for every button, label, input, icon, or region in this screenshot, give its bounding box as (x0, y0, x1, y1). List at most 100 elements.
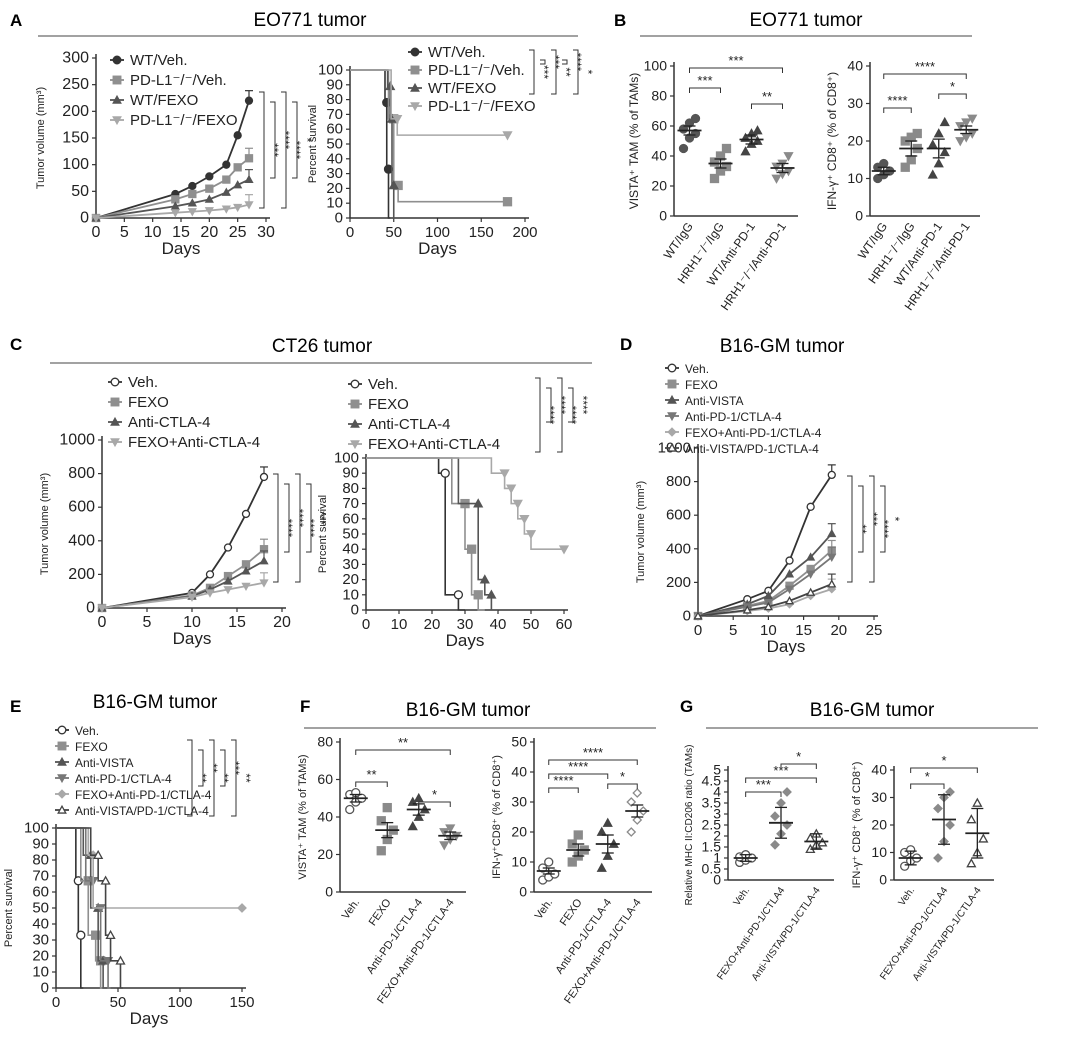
data-point (91, 214, 101, 223)
legend-marker (410, 65, 420, 75)
data-point (345, 804, 355, 815)
y-tick-label: 2 (713, 828, 721, 844)
legend-marker (112, 94, 122, 104)
y-tick-label: 1 (713, 850, 721, 866)
x-axis-label: Days (173, 629, 212, 648)
y-tick-label: 100 (62, 156, 89, 173)
data-point (376, 816, 386, 826)
category-label: FEXO (558, 896, 585, 928)
data-point (806, 552, 816, 561)
y-tick-label: 40 (651, 148, 667, 164)
data-point (763, 591, 774, 600)
y-tick-label: 0 (86, 600, 95, 617)
category-label: FEXO (367, 896, 394, 928)
data-point (376, 846, 386, 856)
data-point (752, 125, 763, 135)
legend-entry: FEXO (685, 378, 718, 392)
significance-label: **** (554, 396, 568, 415)
censor-mark (388, 180, 399, 190)
y-tick-label: 40 (847, 58, 863, 74)
significance-bracket (259, 91, 265, 209)
legend-marker (112, 75, 122, 85)
significance-label: ** (366, 767, 376, 782)
legend-entry: WT/FEXO (428, 80, 496, 97)
y-tick-label: 100 (318, 62, 343, 79)
category-label: Veh. (340, 897, 362, 922)
y-tick-label: 40 (317, 809, 333, 825)
data-point (205, 589, 215, 598)
data-point (945, 787, 955, 797)
y-tick-label: 4 (713, 784, 721, 800)
data-point (602, 850, 613, 860)
panel-letter-g: G (680, 697, 693, 716)
y-tick-label: 0 (325, 884, 333, 900)
data-point (784, 596, 795, 605)
significance-bracket (910, 767, 978, 773)
significance-label: **** (292, 509, 306, 528)
legend-marker (410, 102, 420, 112)
y-tick-label: 40 (32, 916, 49, 933)
x-tick-label: 20 (424, 616, 441, 633)
y-tick-label: 70 (32, 868, 49, 885)
y-tick-label: 70 (342, 495, 359, 512)
y-tick-label: 10 (847, 170, 863, 186)
y-tick-label: 100 (24, 820, 49, 837)
data-point (221, 187, 231, 196)
legend-entry: Veh. (685, 362, 709, 376)
legend-marker (350, 399, 360, 409)
category-label: Veh. (897, 885, 918, 908)
significance-bracket (689, 67, 783, 73)
data-point (961, 118, 972, 128)
series-line (350, 69, 508, 136)
data-point (784, 569, 795, 578)
significance-bracket (689, 87, 721, 93)
data-point (782, 787, 792, 797)
significance-bracket (187, 739, 193, 817)
censor-mark (502, 197, 513, 207)
significance-label: **** (303, 519, 317, 538)
data-point (244, 201, 254, 210)
significance-label: ** (206, 763, 220, 773)
data-point (223, 586, 233, 595)
data-point (187, 593, 197, 602)
series-line (366, 457, 465, 611)
y-tick-label: 10 (32, 964, 49, 981)
censor-mark (100, 875, 111, 885)
panel-letter-c: C (10, 335, 22, 354)
data-point (567, 857, 577, 867)
significance-label: * (300, 138, 314, 143)
x-tick-label: 100 (425, 224, 450, 241)
censor-mark (105, 929, 116, 940)
significance-label: ** (762, 89, 772, 104)
significance-label: * (581, 70, 595, 75)
y-tick-label: 50 (511, 734, 527, 750)
y-tick-label: 0 (659, 208, 667, 224)
x-tick-label: 10 (183, 614, 201, 631)
significance-label: ** (398, 735, 408, 750)
legend-entry: FEXO (75, 740, 108, 754)
significance-label: **** (570, 53, 584, 72)
data-point (827, 579, 837, 588)
significance-bracket (858, 485, 864, 553)
y-tick-label: 4.5 (702, 773, 722, 789)
x-tick-label: 10 (760, 622, 777, 639)
legend-entry: Anti-VISTA (685, 394, 743, 408)
x-tick-label: 50 (110, 994, 127, 1011)
legend-marker (57, 789, 67, 799)
data-point (233, 203, 243, 213)
x-axis-label: Days (418, 239, 457, 258)
significance-bracket (418, 801, 451, 807)
y-tick-label: 20 (32, 948, 49, 965)
y-tick-label: 80 (32, 852, 49, 869)
data-point (678, 143, 689, 154)
chart-C1: 0 200 400 600 800 1000 Tumor volume (mm³) 0 5 10 1… (39, 374, 328, 648)
significance-label: **** (289, 141, 303, 160)
panel-title-c: CT26 tumor (272, 336, 373, 357)
significance-label: **** (576, 396, 590, 415)
legend-marker (350, 379, 360, 389)
chart-A1: 0 50 100 150 200 250 300 Tumor volume (mm³) 0 5 10… (35, 50, 314, 259)
data-point (771, 174, 782, 184)
data-point (966, 858, 977, 868)
data-point (407, 821, 418, 831)
